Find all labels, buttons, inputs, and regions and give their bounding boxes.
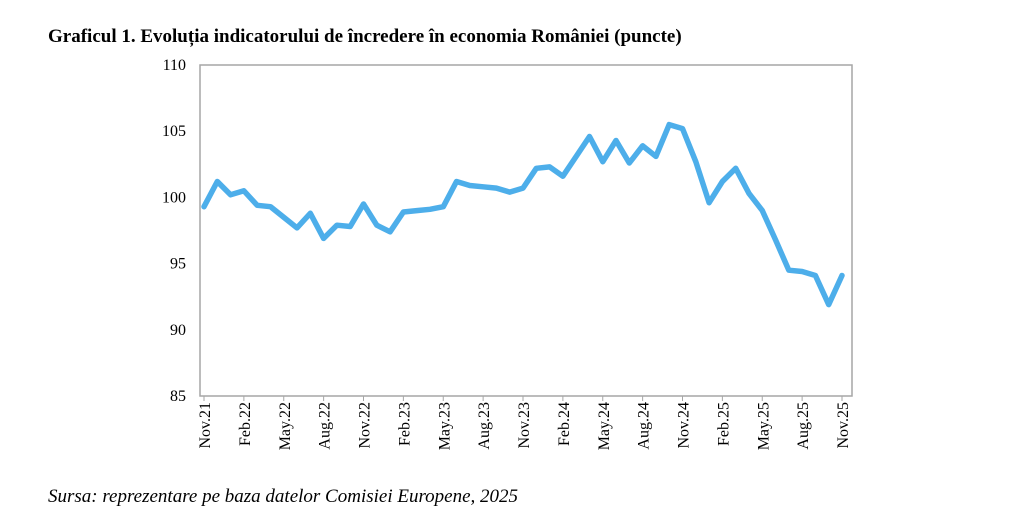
y-tick-label: 105 [162,123,186,140]
x-tick-label: Nov.23 [516,402,533,449]
x-tick-label: Feb.22 [237,402,254,446]
x-tick-label: Nov.24 [676,402,693,449]
x-tick-label: Aug.22 [317,402,334,450]
chart-source-note: Sursa: reprezentare pe baza datelor Comi… [48,486,519,507]
x-tick-label: Feb.25 [715,402,732,446]
x-tick-label: Nov.22 [357,402,374,449]
x-tick-label: Nov.21 [197,402,214,449]
y-tick-label: 95 [170,256,186,273]
y-tick-label: 90 [170,322,186,339]
y-tick-label: 110 [163,57,186,74]
x-tick-label: Aug.24 [636,402,653,450]
y-tick-label: 85 [170,388,186,405]
x-tick-label: Aug.23 [476,402,493,450]
series-line [201,121,845,308]
x-tick-label: May.23 [436,402,453,450]
plot-area-border [199,64,853,397]
y-tick-label: 100 [162,189,186,206]
x-tick-label: Aug.25 [795,402,812,450]
x-tick-label: May.24 [596,402,613,450]
x-tick-label: Feb.24 [556,402,573,446]
x-tick-label: May.22 [277,402,294,450]
x-tick-label: Feb.23 [396,402,413,446]
x-tick-label: Nov.25 [835,402,852,449]
chart-title: Graficul 1. Evoluția indicatorului de în… [48,26,682,47]
x-tick-label: May.25 [755,402,772,450]
